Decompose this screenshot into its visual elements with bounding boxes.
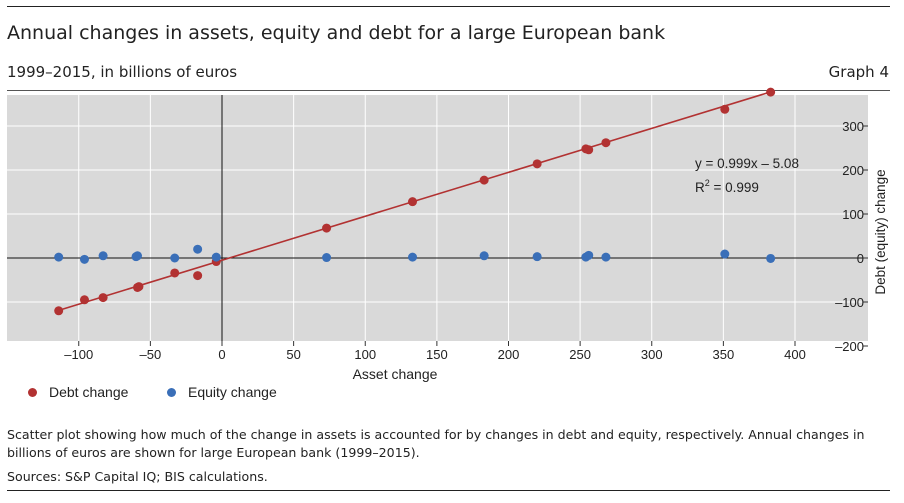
x-tick-label: 350	[713, 347, 735, 362]
r-squared-label: R2 = 0.999	[695, 178, 759, 195]
data-points	[54, 87, 776, 316]
x-tick-label: 400	[784, 347, 806, 362]
legend-debt-label: Debt change	[49, 384, 129, 400]
x-tick-label: 50	[286, 347, 300, 362]
equity-point	[408, 252, 418, 262]
equity-point	[601, 252, 611, 262]
debt-point	[193, 271, 203, 281]
x-tick-label: 150	[426, 347, 448, 362]
x-tick-label: 100	[354, 347, 376, 362]
equity-point	[479, 251, 489, 261]
chart-sources: Sources: S&P Capital IQ; BIS calculation…	[7, 469, 268, 484]
x-tick-labels: –100 –50 0 50 100 150 200 250 300 350 400	[64, 347, 806, 362]
equity-point	[193, 244, 203, 254]
y-axis-label: Debt (equity) change	[873, 169, 888, 294]
top-rule	[7, 6, 890, 7]
y-tick-label: 200	[842, 163, 864, 178]
x-tick-label: 300	[641, 347, 663, 362]
x-axis-label: Asset change	[353, 366, 438, 382]
debt-point	[170, 268, 180, 278]
regression-equation: y = 0.999x – 5.08	[695, 156, 799, 171]
debt-point	[766, 87, 776, 97]
chart-note: Scatter plot showing how much of the cha…	[7, 427, 865, 460]
y-tick-label: 0	[857, 251, 864, 266]
equity-point	[584, 250, 594, 260]
x-tick-label: 0	[218, 347, 225, 362]
equity-point	[211, 252, 221, 262]
graph-number: Graph 4	[828, 63, 889, 81]
equity-point	[132, 251, 142, 261]
debt-point	[408, 197, 418, 207]
x-tick-label: 250	[569, 347, 591, 362]
equity-point	[170, 253, 180, 263]
equity-point	[79, 254, 89, 264]
legend-equity: Equity change	[167, 383, 277, 401]
equity-point	[98, 251, 108, 261]
y-tick-label: 100	[842, 207, 864, 222]
x-tick-label: 200	[498, 347, 520, 362]
debt-point	[479, 175, 489, 185]
equity-point	[766, 253, 776, 263]
debt-dot-icon	[28, 387, 37, 397]
debt-point	[584, 145, 594, 155]
equity-point	[322, 253, 332, 263]
y-tick-label: –200	[835, 339, 864, 354]
bottom-rule	[7, 490, 890, 491]
debt-point	[134, 282, 144, 292]
y-tick-label: 300	[842, 119, 864, 134]
y-tick-label: –100	[835, 295, 864, 310]
chart-subtitle: 1999–2015, in billions of euros	[7, 63, 238, 81]
legend-equity-label: Equity change	[188, 384, 277, 400]
debt-point	[322, 223, 332, 233]
y-tick-labels: –200 –100 0 100 200 300	[835, 119, 864, 354]
equity-point	[532, 252, 542, 262]
debt-point	[54, 306, 64, 316]
equity-dot-icon	[167, 387, 176, 397]
debt-point	[532, 159, 542, 169]
debt-point	[601, 138, 611, 148]
equity-point	[54, 252, 64, 262]
x-tick-label: –50	[140, 347, 162, 362]
debt-point	[79, 295, 89, 305]
plot-area	[7, 95, 868, 341]
header-rule	[7, 90, 890, 91]
legend-debt: Debt change	[28, 383, 128, 401]
chart-title: Annual changes in assets, equity and deb…	[7, 22, 666, 44]
debt-point	[720, 104, 730, 114]
equity-point	[720, 249, 730, 259]
debt-point	[98, 293, 108, 303]
x-tick-label: –100	[64, 347, 93, 362]
